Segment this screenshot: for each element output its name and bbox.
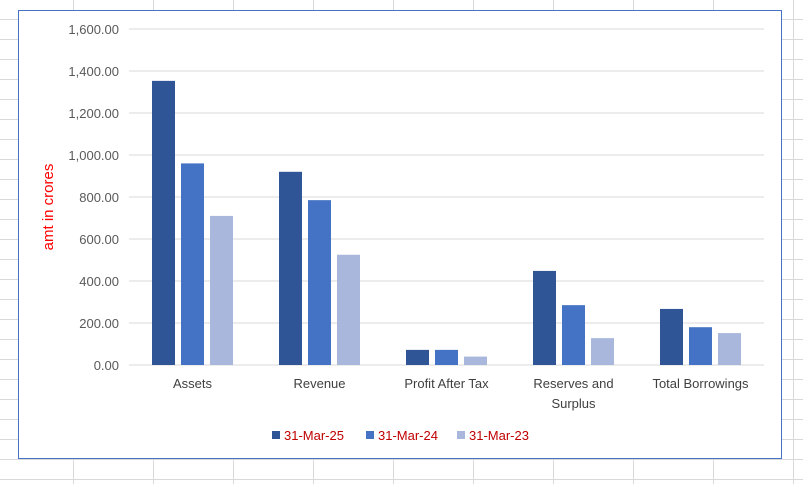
legend-swatch xyxy=(366,431,374,439)
gridlines xyxy=(129,28,764,366)
x-axis-categories: Assets Revenue Profit After Tax Reserves an… xyxy=(173,376,749,411)
legend-label: 31-Mar-23 xyxy=(469,428,529,443)
y-axis-title: amt in crores xyxy=(40,164,57,251)
y-tick-label: 400.00 xyxy=(79,274,119,289)
x-category-label: Reserves and xyxy=(533,376,613,391)
x-category-label: Total Borrowings xyxy=(652,376,749,391)
bar xyxy=(660,308,683,365)
legend-swatch xyxy=(457,431,465,439)
y-axis-ticks: 0.00 200.00 400.00 600.00 800.00 1,000.00 1,20… xyxy=(68,22,119,373)
bar xyxy=(279,171,302,365)
bar xyxy=(435,349,458,365)
y-tick-label: 1,600.00 xyxy=(68,22,119,37)
y-tick-label: 1,000.00 xyxy=(68,148,119,163)
y-tick-label: 0.00 xyxy=(94,358,119,373)
bar xyxy=(464,356,487,365)
legend-label: 31-Mar-25 xyxy=(284,428,344,443)
x-category-label: Surplus xyxy=(551,396,596,411)
bar xyxy=(533,270,556,365)
bar xyxy=(591,338,614,365)
y-tick-label: 1,200.00 xyxy=(68,106,119,121)
bar xyxy=(718,333,741,365)
legend: 31-Mar-25 31-Mar-24 31-Mar-23 xyxy=(272,428,529,443)
legend-swatch xyxy=(272,431,280,439)
x-category-label: Revenue xyxy=(293,376,345,391)
bar xyxy=(406,349,429,365)
x-category-label: Profit After Tax xyxy=(404,376,489,391)
bar xyxy=(689,327,712,365)
y-tick-label: 1,400.00 xyxy=(68,64,119,79)
chart-frame: 0.00 200.00 400.00 600.00 800.00 1,000.00 1,20… xyxy=(18,10,782,459)
bar xyxy=(181,163,204,365)
bar xyxy=(308,200,331,365)
bar xyxy=(337,254,360,365)
x-category-label: Assets xyxy=(173,376,213,391)
bars xyxy=(152,80,741,366)
bar xyxy=(210,215,233,365)
y-tick-label: 800.00 xyxy=(79,190,119,205)
y-tick-label: 200.00 xyxy=(79,316,119,331)
bar xyxy=(562,305,585,365)
bar-chart: 0.00 200.00 400.00 600.00 800.00 1,000.00 1,20… xyxy=(40,22,764,443)
y-tick-label: 600.00 xyxy=(79,232,119,247)
legend-label: 31-Mar-24 xyxy=(378,428,438,443)
bar xyxy=(152,80,175,366)
